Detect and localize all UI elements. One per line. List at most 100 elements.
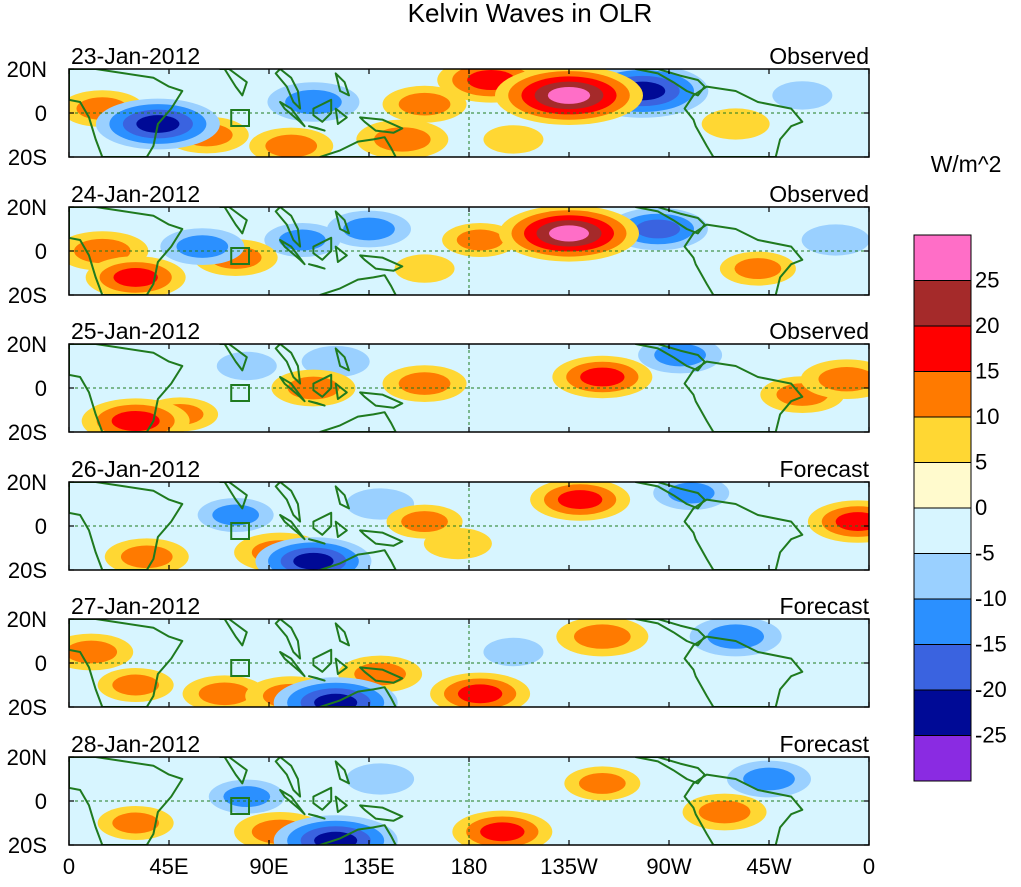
coastline (308, 263, 326, 270)
x-tick-label: 45E (149, 854, 188, 879)
contour-level (374, 127, 431, 152)
colorbar-label: -10 (975, 586, 1007, 611)
x-tick-label: 45W (746, 854, 791, 879)
coastline (274, 619, 302, 660)
y-tick-label: 20N (7, 745, 47, 770)
colorbar-swatch (913, 689, 972, 736)
coastline (334, 347, 350, 372)
reference-box (230, 384, 251, 402)
contour-level (654, 344, 706, 367)
coastline (69, 344, 184, 432)
coastline (334, 622, 350, 647)
colorbar-swatch (913, 280, 972, 327)
anomaly-4-3 (386, 504, 463, 539)
coastline (219, 207, 248, 235)
contour-level (223, 786, 271, 808)
colorbar-label: -15 (975, 632, 1007, 657)
anomaly-3-8 (800, 359, 869, 399)
contour-level (483, 637, 544, 667)
coastline (319, 549, 397, 570)
anomaly-3-2 (301, 346, 370, 378)
coastlines (69, 69, 804, 157)
contour-level (701, 108, 770, 140)
coastline (308, 813, 326, 820)
coastline (308, 125, 326, 132)
contour-level (547, 86, 591, 104)
contour-level (293, 552, 334, 570)
x-tick-label: 180 (451, 854, 488, 879)
anomaly-5-8 (689, 619, 782, 657)
coastline (279, 101, 306, 128)
contour-level (398, 92, 451, 116)
panel-status: Observed (769, 43, 869, 69)
contour-level (483, 125, 544, 154)
coastline (319, 274, 397, 295)
anomaly-5-2 (97, 668, 174, 702)
coastlines (69, 344, 804, 432)
coastline (308, 675, 326, 682)
panel-date: 28-Jan-2012 (71, 731, 200, 757)
contour-level (707, 624, 764, 649)
colorbar-swatch (913, 735, 972, 782)
coastline (683, 223, 804, 295)
contour-level (772, 81, 833, 110)
coastline (69, 757, 184, 845)
coastline (312, 98, 333, 123)
colorbar-label: 10 (975, 404, 999, 429)
contour-level (549, 225, 589, 242)
contour-level (112, 812, 160, 834)
contour-level (580, 367, 625, 387)
panel-date: 27-Jan-2012 (71, 593, 200, 619)
coastline (279, 514, 306, 541)
panel-6: 20N 0 20S 28-Jan-2012 Forecast (7, 731, 870, 858)
coastline (219, 69, 248, 97)
colorbar-swatch (913, 234, 972, 281)
coastline (312, 648, 333, 673)
coastline (69, 619, 184, 707)
panel-3: 20N 0 20S 25-Jan-2012 Observed (7, 318, 870, 445)
olr-field (69, 344, 869, 432)
panel-5: 20N 0 20S 27-Jan-2012 Forecast (7, 593, 870, 720)
coastline (69, 207, 184, 295)
colorbar-label: 0 (975, 495, 987, 520)
reference-box (230, 797, 251, 815)
anomaly-3-9 (552, 355, 653, 399)
panel-status: Forecast (780, 593, 870, 619)
anomaly-2-4 (719, 251, 796, 286)
coastline (334, 760, 350, 785)
y-tick-label: 20S (8, 695, 47, 720)
y-tick-label: 20N (7, 57, 47, 82)
olr-field (69, 482, 869, 570)
anomaly-4-10 (255, 537, 372, 570)
x-axis: 0 45E 90E 135E 180 135W 90W 45W 0 (63, 854, 875, 879)
contour-level (835, 512, 869, 532)
panel-date: 23-Jan-2012 (71, 43, 200, 69)
y-tick-label: 0 (35, 376, 47, 401)
contour-level (578, 772, 626, 794)
coastline (334, 72, 350, 97)
contour-level (265, 134, 318, 157)
x-tick-label: 0 (63, 854, 75, 879)
y-tick-label: 20S (8, 283, 47, 308)
contour-level (457, 684, 503, 704)
y-tick-label: 20N (7, 195, 47, 220)
coastline (312, 236, 333, 261)
anomaly-5-3 (69, 633, 134, 671)
coastline (274, 482, 302, 523)
colorbar-swatch (913, 507, 972, 554)
anomaly-1-7 (249, 127, 334, 157)
x-tick-label: 0 (863, 854, 875, 879)
contour-level (216, 351, 277, 381)
anomaly-1-1 (772, 81, 833, 110)
contour-level (574, 624, 631, 649)
coastlines (69, 482, 804, 570)
anomaly-3-1 (216, 351, 277, 381)
contour-level (394, 254, 455, 283)
y-tick-label: 0 (35, 789, 47, 814)
contour-level (818, 367, 869, 392)
y-tick-label: 20N (7, 607, 47, 632)
anomaly-3-5 (382, 365, 467, 402)
y-tick-label: 0 (35, 651, 47, 676)
anomaly-2-7 (327, 210, 411, 248)
